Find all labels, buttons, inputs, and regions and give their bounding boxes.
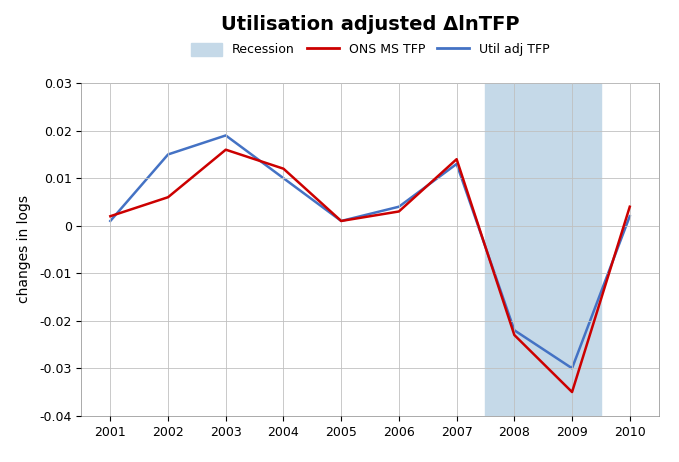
ONS MS TFP [626, 204, 634, 209]
Util adj TFP [453, 161, 461, 167]
ONS MS TFP [164, 195, 172, 200]
Line: Util adj TFP: Util adj TFP [111, 135, 630, 368]
Util adj TFP [222, 133, 230, 138]
Line: ONS MS TFP: ONS MS TFP [111, 150, 630, 392]
ONS MS TFP [568, 389, 576, 395]
ONS MS TFP [395, 209, 403, 214]
Util adj TFP [107, 218, 115, 224]
Util adj TFP [395, 204, 403, 209]
Y-axis label: changes in logs: changes in logs [17, 195, 31, 304]
ONS MS TFP [107, 213, 115, 219]
ONS MS TFP [222, 147, 230, 152]
Bar [485, 83, 601, 416]
ONS MS TFP [337, 218, 346, 224]
Util adj TFP [337, 218, 346, 224]
ONS MS TFP [453, 157, 461, 162]
Util adj TFP [626, 213, 634, 219]
Util adj TFP [279, 176, 287, 181]
Util adj TFP [568, 365, 576, 371]
ONS MS TFP [510, 332, 518, 338]
ONS MS TFP [279, 166, 287, 171]
Util adj TFP [164, 152, 172, 157]
Legend: Recession, ONS MS TFP, Util adj TFP: Recession, ONS MS TFP, Util adj TFP [186, 38, 554, 61]
Title: Utilisation adjusted ΔlnTFP: Utilisation adjusted ΔlnTFP [221, 15, 519, 34]
Util adj TFP [510, 328, 518, 333]
